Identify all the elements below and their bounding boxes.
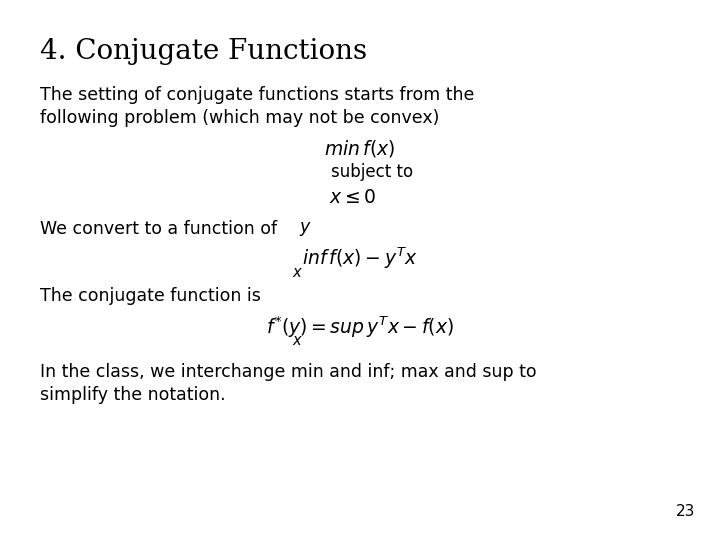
Text: $x$: $x$: [292, 265, 303, 280]
Text: The conjugate function is: The conjugate function is: [40, 287, 261, 305]
Text: simplify the notation.: simplify the notation.: [40, 386, 225, 404]
Text: subject to: subject to: [331, 163, 413, 181]
Text: $y$: $y$: [299, 220, 312, 238]
Text: 23: 23: [675, 504, 695, 519]
Text: $x$: $x$: [292, 333, 303, 348]
Text: $f^{*}(y) = \mathit{sup}\, y^{T}x - f(x)$: $f^{*}(y) = \mathit{sup}\, y^{T}x - f(x)…: [266, 314, 454, 340]
Text: We convert to a function of: We convert to a function of: [40, 220, 282, 238]
Text: $\mathit{min}\, f(x)$: $\mathit{min}\, f(x)$: [325, 138, 395, 159]
Text: $\mathit{inf}\, f(x) - y^{T}x$: $\mathit{inf}\, f(x) - y^{T}x$: [302, 246, 418, 271]
Text: 4. Conjugate Functions: 4. Conjugate Functions: [40, 38, 366, 65]
Text: In the class, we interchange min and inf; max and sup to: In the class, we interchange min and inf…: [40, 363, 536, 381]
Text: The setting of conjugate functions starts from the: The setting of conjugate functions start…: [40, 86, 474, 104]
Text: following problem (which may not be convex): following problem (which may not be conv…: [40, 109, 439, 127]
Text: $x \leq 0$: $x \leq 0$: [329, 188, 377, 207]
